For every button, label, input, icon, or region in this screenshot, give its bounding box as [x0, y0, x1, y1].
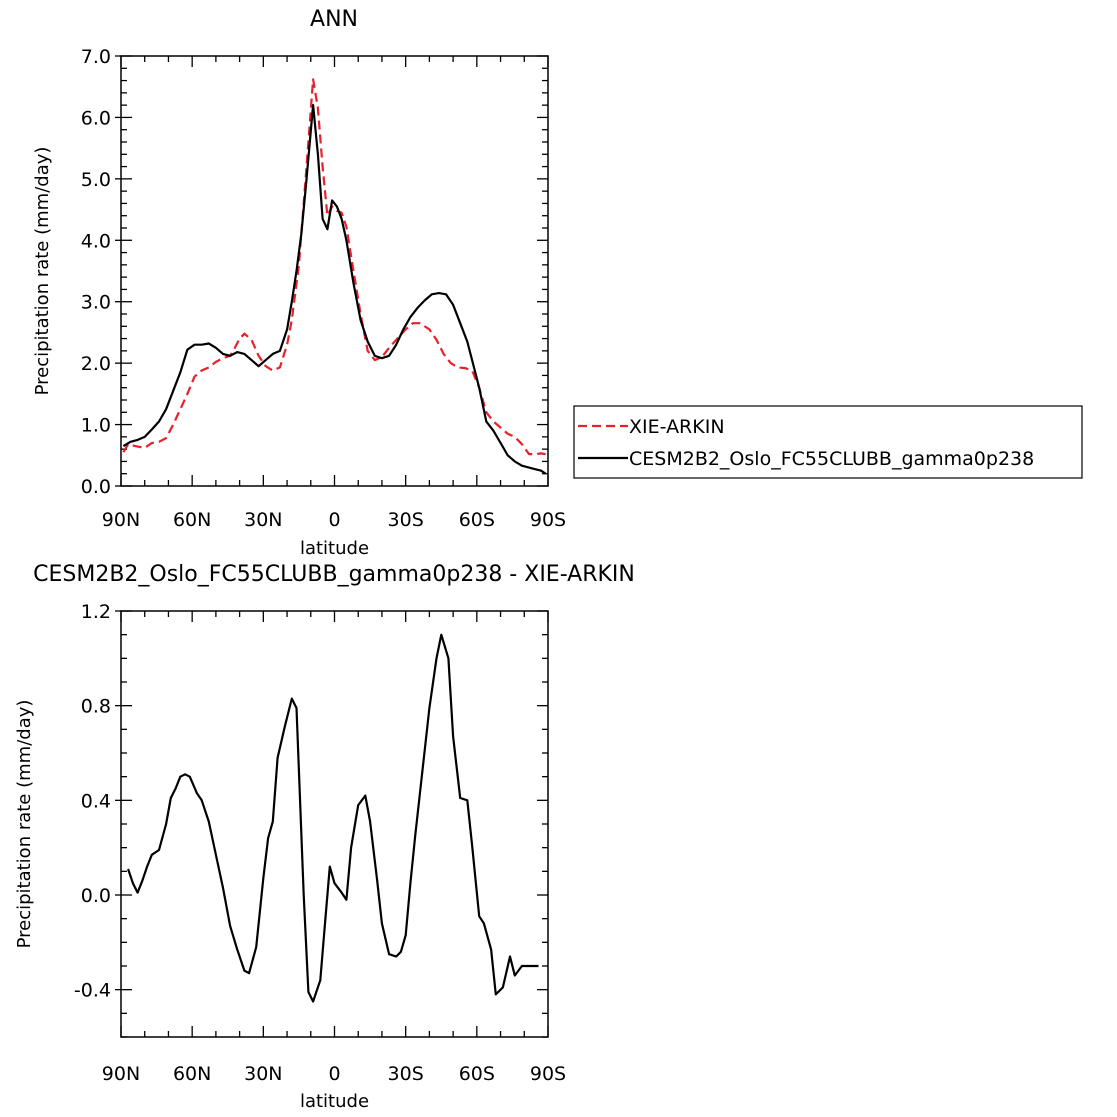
x-tick-label: 90N — [102, 509, 140, 531]
legend: XIE-ARKIN CESM2B2_Oslo_FC55CLUBB_gamma0p2… — [573, 405, 1083, 479]
x-axis-label: latitude — [300, 538, 369, 559]
x-tick-label: 30S — [388, 509, 424, 531]
legend-label-1: CESM2B2_Oslo_FC55CLUBB_gamma0p238 — [629, 448, 1034, 470]
bottom-chart: CESM2B2_Oslo_FC55CLUBB_gamma0p238 - XIE-… — [14, 562, 635, 1112]
x-tick-label: 0 — [328, 1063, 340, 1085]
plot-frame — [120, 55, 549, 487]
y-tick-label: 0.0 — [81, 476, 111, 498]
x-tick-label: 30N — [244, 1063, 282, 1085]
y-tick-label: 0.0 — [81, 885, 111, 907]
x-tick-label: 90S — [530, 1063, 566, 1085]
y-tick-label: 1.2 — [81, 601, 111, 623]
plot-frame — [120, 610, 549, 1038]
series-line-0 — [122, 78, 546, 456]
legend-label-0: XIE-ARKIN — [629, 416, 725, 438]
x-tick-label: 30N — [244, 509, 282, 531]
y-tick-label: 5.0 — [81, 169, 111, 191]
x-tick-label: 0 — [328, 509, 340, 531]
y-tick-label: 6.0 — [81, 107, 111, 129]
x-tick-label: 90S — [530, 509, 566, 531]
x-tick-label: 60N — [173, 1063, 211, 1085]
x-tick-label: 90N — [102, 1063, 140, 1085]
chart-title: ANN — [310, 7, 358, 32]
series-line-1 — [122, 103, 547, 475]
y-tick-label: -0.4 — [74, 980, 111, 1002]
x-tick-label: 30S — [388, 1063, 424, 1085]
y-tick-label: 0.4 — [81, 790, 111, 812]
y-tick-label: 2.0 — [81, 353, 111, 375]
x-tick-label: 60S — [459, 1063, 495, 1085]
y-axis-label: Precipitation rate (mm/day) — [32, 147, 53, 396]
y-tick-label: 4.0 — [81, 230, 111, 252]
x-axis-label: latitude — [300, 1091, 369, 1112]
y-axis-label: Precipitation rate (mm/day) — [14, 700, 35, 949]
top-chart: ANN 0.0 1.0 2.0 3.0 4.0 5.0 6.0 7.0 90N 60N 30N 0 30S… — [32, 7, 1083, 559]
y-tick-label: 7.0 — [81, 46, 111, 68]
y-tick-label: 3.0 — [81, 292, 111, 314]
y-tick-label: 0.8 — [81, 696, 111, 718]
x-tick-label: 60N — [173, 509, 211, 531]
x-tick-label: 60S — [459, 509, 495, 531]
legend-box — [573, 405, 1083, 479]
chart-title: CESM2B2_Oslo_FC55CLUBB_gamma0p238 - XIE-… — [33, 562, 635, 587]
series-line-0 — [127, 633, 539, 1003]
y-tick-label: 1.0 — [81, 415, 111, 437]
